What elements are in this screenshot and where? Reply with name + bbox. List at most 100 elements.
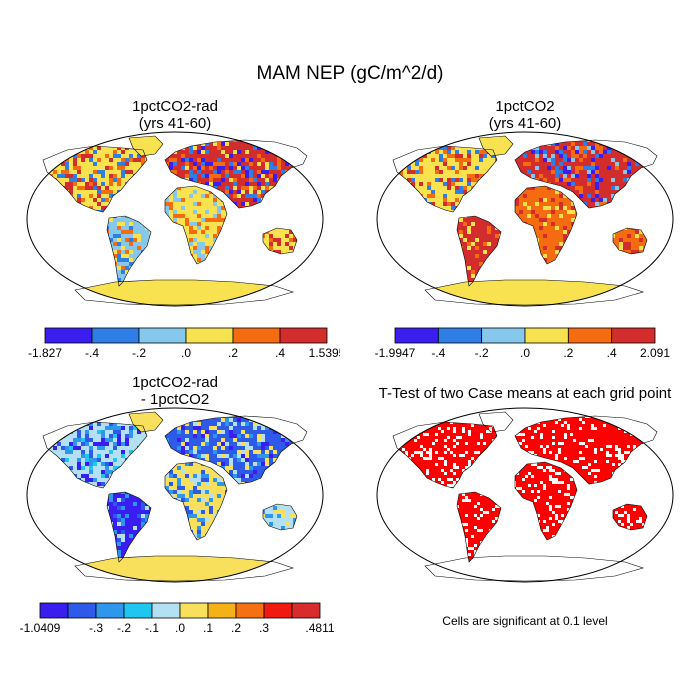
grid-cell bbox=[49, 306, 53, 308]
grid-cell bbox=[309, 130, 313, 134]
grid-cell bbox=[37, 142, 41, 146]
grid-cell bbox=[321, 178, 325, 182]
grid-cell bbox=[121, 238, 125, 242]
grid-cell bbox=[301, 142, 305, 146]
grid-cell bbox=[129, 226, 133, 230]
grid-cell bbox=[77, 166, 81, 170]
grid-cell bbox=[25, 302, 29, 306]
grid-cell bbox=[29, 178, 33, 182]
grid-cell bbox=[125, 250, 129, 254]
grid-cell bbox=[45, 154, 49, 158]
grid-cell bbox=[77, 170, 81, 174]
grid-cell bbox=[277, 302, 281, 306]
grid-cell bbox=[45, 138, 49, 142]
grid-cell bbox=[85, 306, 89, 308]
grid-cell bbox=[89, 294, 93, 298]
grid-cell bbox=[25, 194, 29, 198]
grid-cell bbox=[265, 306, 269, 308]
grid-cell bbox=[305, 162, 309, 166]
grid-cell bbox=[301, 278, 305, 282]
grid-cell bbox=[65, 290, 69, 294]
grid-cell bbox=[277, 146, 281, 150]
grid-cell bbox=[109, 134, 113, 138]
grid-cell bbox=[61, 290, 65, 294]
grid-cell bbox=[309, 158, 313, 162]
grid-cell bbox=[97, 134, 101, 138]
grid-cell bbox=[161, 306, 165, 308]
grid-cell bbox=[77, 138, 81, 142]
grid-cell bbox=[97, 130, 101, 134]
grid-cell bbox=[145, 138, 149, 142]
grid-cell bbox=[69, 294, 73, 298]
grid-cell bbox=[109, 182, 113, 186]
grid-cell bbox=[289, 282, 293, 286]
grid-cell bbox=[85, 138, 89, 142]
grid-cell bbox=[81, 130, 85, 134]
grid-cell bbox=[121, 158, 125, 162]
grid-cell bbox=[129, 242, 133, 246]
grid-cell bbox=[57, 158, 61, 162]
grid-cell bbox=[317, 138, 321, 142]
grid-cell bbox=[53, 282, 57, 286]
grid-cell bbox=[41, 262, 45, 266]
grid-cell bbox=[237, 298, 241, 302]
grid-cell bbox=[45, 278, 49, 282]
grid-cell bbox=[117, 302, 121, 306]
grid-cell bbox=[313, 298, 317, 302]
grid-cell bbox=[129, 250, 133, 254]
grid-cell bbox=[281, 298, 285, 302]
grid-cell bbox=[309, 142, 313, 146]
grid-cell bbox=[313, 254, 317, 258]
grid-cell bbox=[145, 150, 149, 154]
grid-cell bbox=[285, 146, 289, 150]
grid-cell bbox=[29, 298, 33, 302]
grid-cell bbox=[297, 166, 301, 170]
grid-cell bbox=[269, 290, 273, 294]
grid-cell bbox=[45, 306, 49, 308]
grid-cell bbox=[141, 226, 145, 230]
grid-cell bbox=[229, 130, 233, 134]
grid-cell bbox=[285, 306, 289, 308]
grid-cell bbox=[93, 170, 97, 174]
grid-cell bbox=[321, 242, 325, 246]
grid-cell bbox=[41, 286, 45, 290]
grid-cell bbox=[107, 230, 109, 234]
grid-cell bbox=[309, 270, 313, 274]
grid-cell bbox=[109, 134, 113, 138]
grid-cell bbox=[45, 274, 49, 278]
grid-cell bbox=[73, 130, 77, 134]
grid-cell bbox=[313, 290, 317, 294]
grid-cell bbox=[265, 294, 269, 298]
grid-cell bbox=[101, 134, 105, 138]
grid-cell bbox=[25, 290, 29, 294]
grid-cell bbox=[321, 234, 325, 238]
grid-cell bbox=[81, 142, 85, 146]
grid-cell bbox=[29, 250, 33, 254]
grid-cell bbox=[41, 130, 45, 134]
grid-cell bbox=[57, 138, 61, 142]
grid-cell bbox=[37, 270, 41, 274]
grid-cell bbox=[305, 146, 309, 150]
grid-cell bbox=[57, 294, 61, 298]
grid-cell bbox=[49, 130, 53, 134]
grid-cell bbox=[313, 178, 317, 182]
grid-cell bbox=[113, 166, 117, 170]
grid-cell bbox=[293, 282, 297, 286]
grid-cell bbox=[37, 142, 41, 146]
grid-cell bbox=[257, 130, 261, 134]
grid-cell bbox=[289, 150, 293, 154]
grid-cell bbox=[305, 162, 309, 166]
grid-cell bbox=[129, 306, 133, 308]
grid-cell bbox=[97, 130, 101, 134]
grid-cell bbox=[89, 154, 93, 158]
grid-cell bbox=[229, 130, 233, 134]
grid-cell bbox=[33, 178, 37, 182]
grid-cell bbox=[313, 150, 317, 154]
grid-cell bbox=[289, 278, 293, 282]
grid-cell bbox=[33, 162, 37, 166]
grid-cell bbox=[25, 186, 29, 190]
grid-cell bbox=[285, 278, 289, 282]
grid-cell bbox=[41, 298, 45, 302]
grid-cell bbox=[29, 190, 33, 194]
grid-cell bbox=[309, 170, 313, 174]
